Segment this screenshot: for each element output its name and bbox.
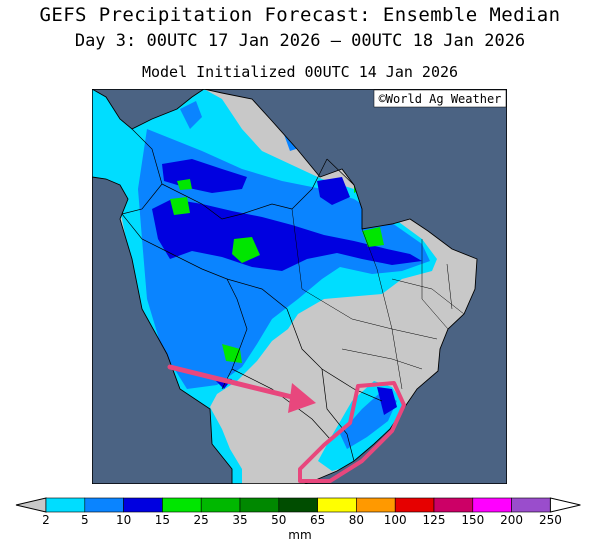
- colorbar-swatch: [162, 497, 202, 513]
- annotation-arrow: [167, 364, 295, 400]
- colorbar-tick-label: 80: [349, 513, 364, 527]
- annotation-arrowhead: [288, 383, 316, 413]
- colorbar-labels: 2 5 10 15 25 35 50 65 80 100 125 150 200 250: [42, 513, 562, 527]
- colorbar-swatch: [278, 497, 318, 513]
- colorbar-tick-label: 200: [500, 513, 523, 527]
- colorbar-swatch: [472, 497, 512, 513]
- colorbar: 2 5 10 15 25 35 50 65 80 100 125 150 200 250 mm: [15, 497, 581, 542]
- highlight-outline: [298, 381, 406, 483]
- colorbar-tick-label: 150: [461, 513, 484, 527]
- colorbar-swatch: [45, 497, 86, 513]
- colorbar-tick-label: 100: [384, 513, 407, 527]
- colorbar-tick-label: 50: [271, 513, 286, 527]
- colorbar-swatch: [394, 497, 435, 513]
- colorbar-swatch: [84, 497, 124, 513]
- colorbar-unit: mm: [288, 528, 311, 542]
- colorbar-tick-label: 25: [194, 513, 209, 527]
- colorbar-tick-label: 2: [42, 513, 50, 527]
- colorbar-swatch: [511, 497, 551, 513]
- colorbar-tick-label: 15: [155, 513, 170, 527]
- colorbar-swatch: [239, 497, 280, 513]
- forecast-period: Day 3: 00UTC 17 Jan 2026 — 00UTC 18 Jan …: [74, 31, 526, 51]
- colorbar-swatch: [356, 497, 396, 513]
- colorbar-tick-label: 35: [232, 513, 247, 527]
- colorbar-tick-label: 125: [423, 513, 446, 527]
- colorbar-swatch: [317, 497, 357, 513]
- state-borders: [291, 208, 465, 390]
- model-init-time: Model Initialized 00UTC 14 Jan 2026: [141, 63, 459, 81]
- colorbar-tick-label: 250: [539, 513, 562, 527]
- colorbar-tick-label: 5: [81, 513, 89, 527]
- colorbar-swatch: [123, 497, 163, 513]
- colorbar-under-arrow: [15, 497, 47, 513]
- colorbar-over-arrow: [549, 497, 581, 513]
- credit-label: ©World Ag Weather: [379, 92, 502, 106]
- colorbar-swatch: [433, 497, 474, 513]
- country-borders: [121, 128, 383, 462]
- chart-title: GEFS Precipitation Forecast: Ensemble Me…: [39, 4, 561, 26]
- colorbar-swatch: [200, 497, 241, 513]
- colorbar-tick-label: 65: [310, 513, 325, 527]
- precipitation-map: ©World Ag Weather: [92, 89, 507, 484]
- colorbar-swatches: [15, 497, 581, 513]
- credit-box: [373, 89, 507, 108]
- colorbar-tick-label: 10: [116, 513, 131, 527]
